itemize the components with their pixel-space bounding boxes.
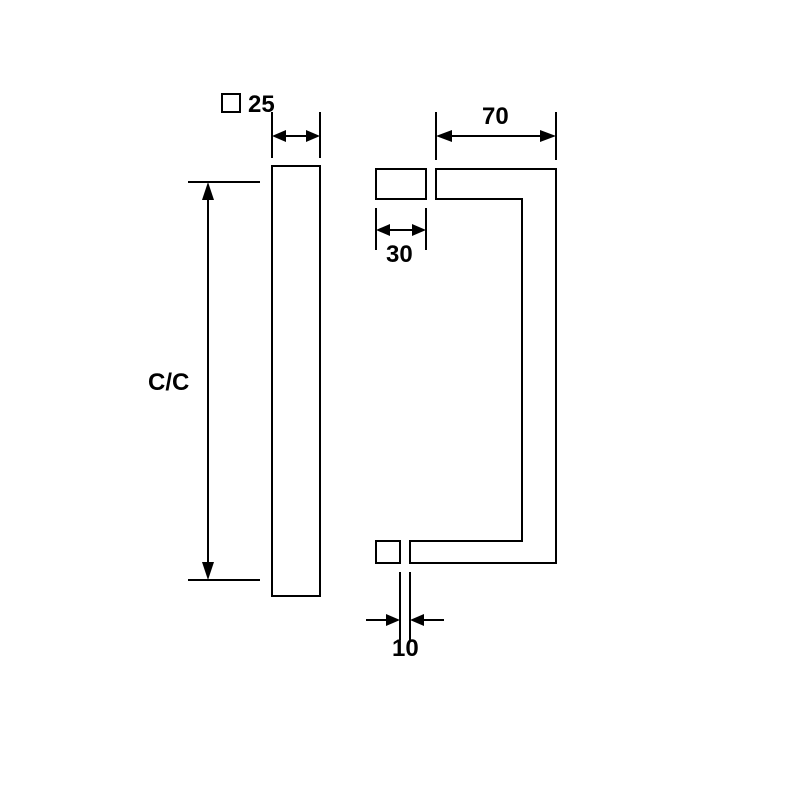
- dim-square-25: 25: [248, 91, 275, 118]
- dim-25-group: [272, 112, 320, 158]
- dim-cc-label: C/C: [148, 369, 189, 396]
- dim-30-group: 30: [376, 208, 426, 268]
- dim-10-label: 10: [392, 635, 419, 662]
- dim-10-group: 10: [366, 572, 444, 662]
- side-view-bottom-stub: [376, 541, 400, 563]
- square-section-marker: [222, 94, 240, 112]
- dim-30-label: 30: [386, 241, 413, 268]
- dim-70-group: 70: [436, 103, 556, 160]
- technical-drawing: 25 C/C 30 70: [0, 0, 800, 800]
- side-view-bracket: [410, 169, 556, 563]
- dim-70-label: 70: [482, 103, 509, 130]
- dim-cc-group: C/C: [148, 182, 260, 580]
- front-view-bar: [272, 166, 320, 596]
- side-view-top-stub: [376, 169, 426, 199]
